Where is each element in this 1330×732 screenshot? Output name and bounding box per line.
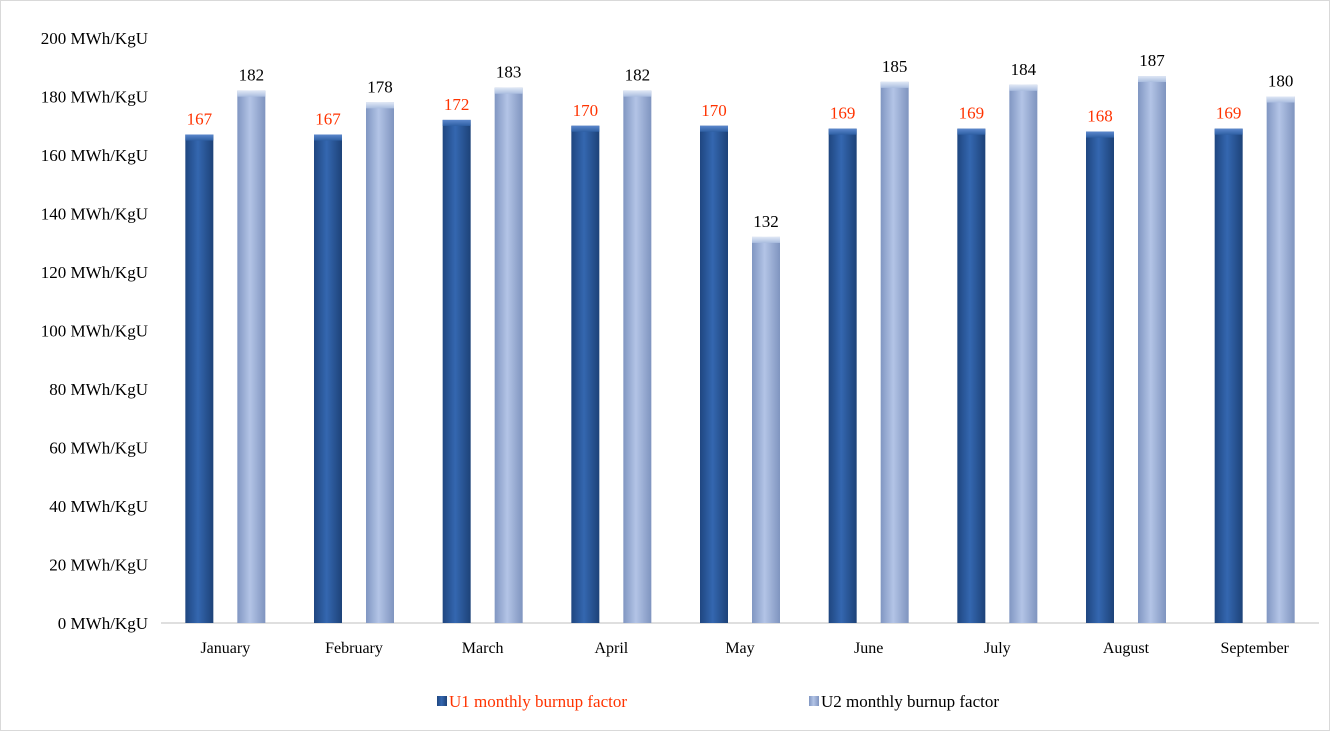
bar-cap bbox=[185, 134, 214, 141]
bar-cap bbox=[1266, 96, 1295, 103]
bar-cap bbox=[1214, 128, 1243, 135]
data-label-series-2: 180 bbox=[1268, 72, 1294, 91]
legend-swatch-series-1 bbox=[437, 696, 447, 706]
x-tick-label: July bbox=[984, 640, 1011, 657]
data-label-series-1: 169 bbox=[959, 104, 985, 123]
data-label-series-1: 169 bbox=[1216, 104, 1242, 123]
y-tick-label: 0 MWh/KgU bbox=[58, 614, 148, 633]
bar-cap bbox=[880, 81, 909, 88]
bar-cap bbox=[700, 125, 728, 132]
y-tick-label: 20 MWh/KgU bbox=[49, 556, 148, 575]
data-label-series-1: 168 bbox=[1087, 107, 1113, 126]
x-tick-label: January bbox=[200, 640, 250, 657]
y-tick-label: 140 MWh/KgU bbox=[41, 205, 148, 224]
data-labels: 167 182 167 178 172 183 170 182 170 132 169 185 169 1… bbox=[187, 51, 1294, 231]
bar-cap bbox=[957, 128, 986, 135]
y-tick-label: 160 MWh/KgU bbox=[41, 146, 148, 165]
x-tick-label: April bbox=[594, 640, 628, 657]
bars bbox=[185, 76, 1295, 624]
bar-series-1 bbox=[828, 128, 857, 624]
y-tick-label: 80 MWh/KgU bbox=[49, 380, 148, 399]
x-tick-label: September bbox=[1220, 640, 1289, 657]
bar-cap bbox=[237, 90, 266, 97]
bar-series-1 bbox=[442, 119, 471, 624]
bar-cap bbox=[1138, 76, 1166, 83]
bar-cap bbox=[1009, 84, 1038, 91]
data-label-series-2: 185 bbox=[882, 57, 908, 76]
data-label-series-2: 182 bbox=[239, 66, 265, 85]
bar-series-2 bbox=[494, 87, 523, 624]
bar-series-2 bbox=[366, 102, 394, 624]
y-axis: 0 MWh/KgU 20 MWh/KgU 40 MWh/KgU 60 MWh/KgU 8… bbox=[41, 29, 148, 633]
bar-series-1 bbox=[957, 128, 986, 624]
bar-cap bbox=[442, 119, 471, 126]
data-label-series-1: 167 bbox=[187, 110, 213, 129]
legend-label-series-2: U2 monthly burnup factor bbox=[821, 692, 999, 711]
bar-series-2 bbox=[1009, 84, 1038, 624]
bar-cap bbox=[494, 87, 523, 94]
legend-swatch-series-2 bbox=[809, 696, 819, 706]
bar-series-2 bbox=[237, 90, 266, 623]
bar-series-1 bbox=[1214, 128, 1243, 624]
bar-series-1 bbox=[1086, 131, 1114, 623]
y-tick-label: 60 MWh/KgU bbox=[49, 439, 148, 458]
data-label-series-1: 167 bbox=[315, 110, 341, 129]
bar-series-2 bbox=[880, 81, 909, 623]
x-axis: January February March April May June July Augu… bbox=[161, 622, 1319, 657]
data-label-series-1: 170 bbox=[573, 101, 599, 120]
bar-series-2 bbox=[623, 90, 652, 623]
data-label-series-1: 169 bbox=[830, 104, 856, 123]
data-label-series-2: 178 bbox=[367, 77, 393, 96]
y-tick-label: 200 MWh/KgU bbox=[41, 29, 148, 48]
bar-series-2 bbox=[1266, 96, 1295, 623]
y-tick-label: 100 MWh/KgU bbox=[41, 322, 148, 341]
legend: U1 monthly burnup factor U2 monthly burnu… bbox=[437, 692, 999, 711]
y-tick-label: 180 MWh/KgU bbox=[41, 88, 148, 107]
bar-series-2 bbox=[752, 236, 780, 623]
bar-cap bbox=[1086, 131, 1114, 138]
data-label-series-2: 183 bbox=[496, 63, 522, 82]
data-label-series-2: 132 bbox=[753, 212, 779, 231]
y-tick-label: 120 MWh/KgU bbox=[41, 263, 148, 282]
bar-series-1 bbox=[571, 125, 600, 623]
x-tick-label: June bbox=[854, 640, 883, 657]
data-label-series-1: 172 bbox=[444, 95, 470, 114]
bar-cap bbox=[366, 102, 394, 109]
bar-cap bbox=[314, 134, 342, 141]
bar-cap bbox=[752, 236, 780, 243]
data-label-series-2: 187 bbox=[1139, 51, 1165, 70]
x-tick-label: May bbox=[725, 640, 754, 657]
data-label-series-2: 182 bbox=[625, 66, 651, 85]
bar-series-1 bbox=[314, 134, 342, 623]
y-tick-label: 40 MWh/KgU bbox=[49, 497, 148, 516]
x-tick-label: February bbox=[325, 640, 383, 657]
bar-cap bbox=[828, 128, 857, 135]
x-tick-label: March bbox=[462, 640, 504, 657]
legend-label-series-1: U1 monthly burnup factor bbox=[449, 692, 627, 711]
data-label-series-1: 170 bbox=[701, 101, 727, 120]
bar-series-1 bbox=[185, 134, 214, 623]
bar-series-1 bbox=[700, 125, 728, 623]
bar-cap bbox=[571, 125, 600, 132]
x-tick-label: August bbox=[1103, 640, 1150, 657]
bar-series-2 bbox=[1138, 76, 1166, 623]
bar-cap bbox=[623, 90, 652, 97]
data-label-series-2: 184 bbox=[1011, 60, 1037, 79]
